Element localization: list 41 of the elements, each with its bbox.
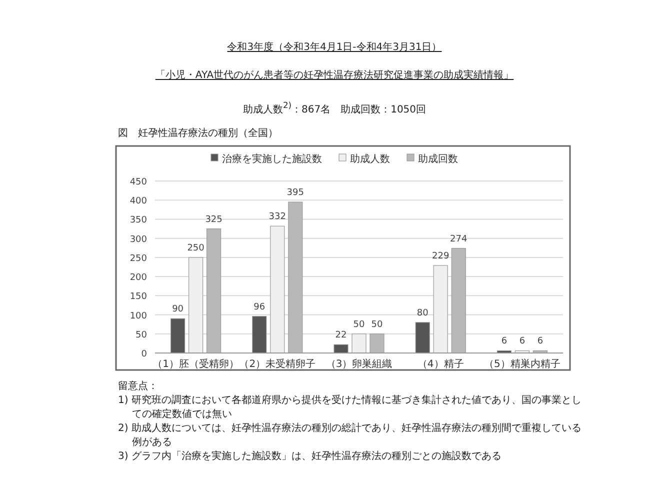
text: 2) 助成人数については、妊孕性温存療法の種別の総計であり、妊孕性温存療法の種別間で重複している例がある — [118, 422, 582, 450]
y-tick-label: 50 — [136, 330, 148, 340]
x-tick-label: （1）胚（受精卵） — [152, 358, 239, 370]
y-tick-label: 0 — [141, 350, 148, 360]
text: 図 妊孕性温存療法の種別（全国） — [118, 126, 278, 140]
y-tick-label: 250 — [130, 254, 148, 264]
text: 1) 研究班の調査において各都道府県から提供を受けた情報に基づき集計された値であり、国の事業としての確定数値では無い — [118, 394, 582, 422]
y-tick-label: 100 — [130, 311, 148, 322]
legend-label: 助成人数 — [350, 153, 390, 165]
chart-subtitle: 「小児・AYA世代のがん患者等の妊孕性温存療法研究促進事業の助成実績情報」 — [154, 68, 515, 82]
x-tick-label: （5）精巣内精子 — [484, 358, 560, 370]
data-label: 325 — [205, 214, 222, 225]
data-label: 6 — [501, 336, 508, 347]
text: 助成人数$^{2)}$：867名 助成回数：1050回 — [242, 100, 428, 116]
legend-label: 治療を実施した施設数 — [222, 153, 322, 165]
legend-label: 助成回数 — [418, 153, 458, 165]
y-tick-label: 350 — [130, 216, 148, 226]
text: 留意点： — [118, 380, 159, 394]
y-tick-label: 400 — [130, 196, 148, 207]
x-tick-label: （3）卵巣組織 — [326, 358, 392, 370]
data-label: 90 — [172, 304, 184, 315]
text: 3) グラフ内「治療を実施した施設数」は、妊孕性温存療法の種別ごとの施設数である — [118, 450, 502, 464]
data-label: 80 — [416, 308, 429, 318]
x-tick-label: （4）精子 — [417, 358, 464, 370]
y-tick-label: 200 — [130, 273, 148, 284]
x-tick-label: （2）未受精卵子 — [239, 358, 316, 370]
y-tick-label: 300 — [130, 234, 148, 245]
data-label: 22 — [335, 330, 347, 341]
data-label: 6 — [537, 336, 544, 347]
y-tick-label: 150 — [130, 292, 148, 302]
chart-title: 令和3年度（令和3年4月1日-令和4年3月31日） — [226, 40, 443, 54]
data-label: 395 — [286, 188, 304, 198]
y-tick-label: 450 — [130, 178, 148, 188]
data-label: 50 — [371, 320, 383, 330]
data-label: 6 — [519, 336, 526, 347]
data-label: 96 — [254, 302, 266, 312]
data-label: 332 — [268, 212, 286, 222]
data-label: 50 — [353, 320, 365, 330]
data-label: 274 — [450, 234, 468, 244]
data-label: 250 — [187, 243, 205, 254]
data-label: 229 — [432, 251, 450, 262]
